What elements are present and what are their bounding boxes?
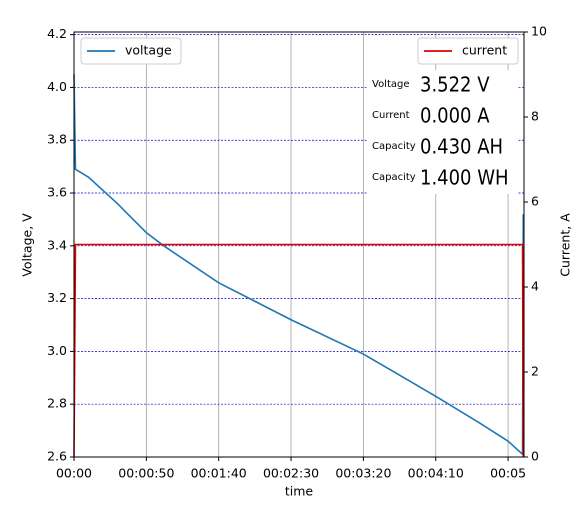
info-label: Capacity (372, 141, 416, 152)
info-box (368, 70, 518, 194)
x-tick-label: 00:00:50 (118, 466, 174, 481)
y2-tick-label: 8 (531, 109, 539, 124)
legend-box (80, 37, 182, 65)
info-label: Voltage (372, 79, 410, 90)
info-label: Current (372, 110, 410, 121)
x-tick-label: 00:01:40 (191, 466, 247, 481)
legend-box (417, 37, 519, 65)
info-value: 1.400 WH (420, 166, 509, 190)
legend: current (417, 37, 519, 65)
y-tick-label: 3.8 (47, 132, 67, 147)
y2-tick-label: 0 (531, 449, 539, 464)
series-line (73, 74, 525, 457)
y-tick-label: 3.2 (47, 290, 67, 305)
y-tick-label: 4.2 (47, 26, 67, 41)
x-tick-label: 00:00 (56, 466, 92, 481)
info-value: 3.522 V (420, 73, 490, 97)
legend-label: voltage (125, 43, 172, 58)
y2-tick-label: 2 (531, 364, 539, 379)
x-tick-label: 00:02:30 (263, 466, 319, 481)
y-axis-label: Voltage, V (20, 213, 35, 277)
y2-tick-label: 10 (531, 24, 547, 39)
y-tick-label: 2.8 (47, 396, 67, 411)
info-value: 0.000 A (420, 104, 490, 128)
y2-tick-label: 6 (531, 194, 539, 209)
y-tick-label: 3.0 (47, 343, 67, 358)
info-value: 0.430 AH (420, 135, 503, 159)
y2-axis-label: Current, A (558, 213, 573, 277)
legend: voltage (80, 37, 182, 65)
x-axis-label: time (285, 484, 314, 499)
x-tick-label: 00:04:10 (408, 466, 464, 481)
y-tick-label: 3.4 (47, 237, 67, 252)
y-tick-label: 2.6 (47, 449, 67, 464)
legend-label: current (462, 43, 507, 58)
x-tick-label: 00:05 (490, 466, 526, 481)
y-tick-label: 4.0 (47, 79, 67, 94)
y-tick-label: 3.6 (47, 185, 67, 200)
plot-frame (73, 31, 525, 458)
y2-tick-label: 4 (531, 279, 539, 294)
series-line (73, 243, 525, 458)
info-label: Capacity (372, 172, 416, 183)
x-tick-label: 00:03:20 (335, 466, 391, 481)
